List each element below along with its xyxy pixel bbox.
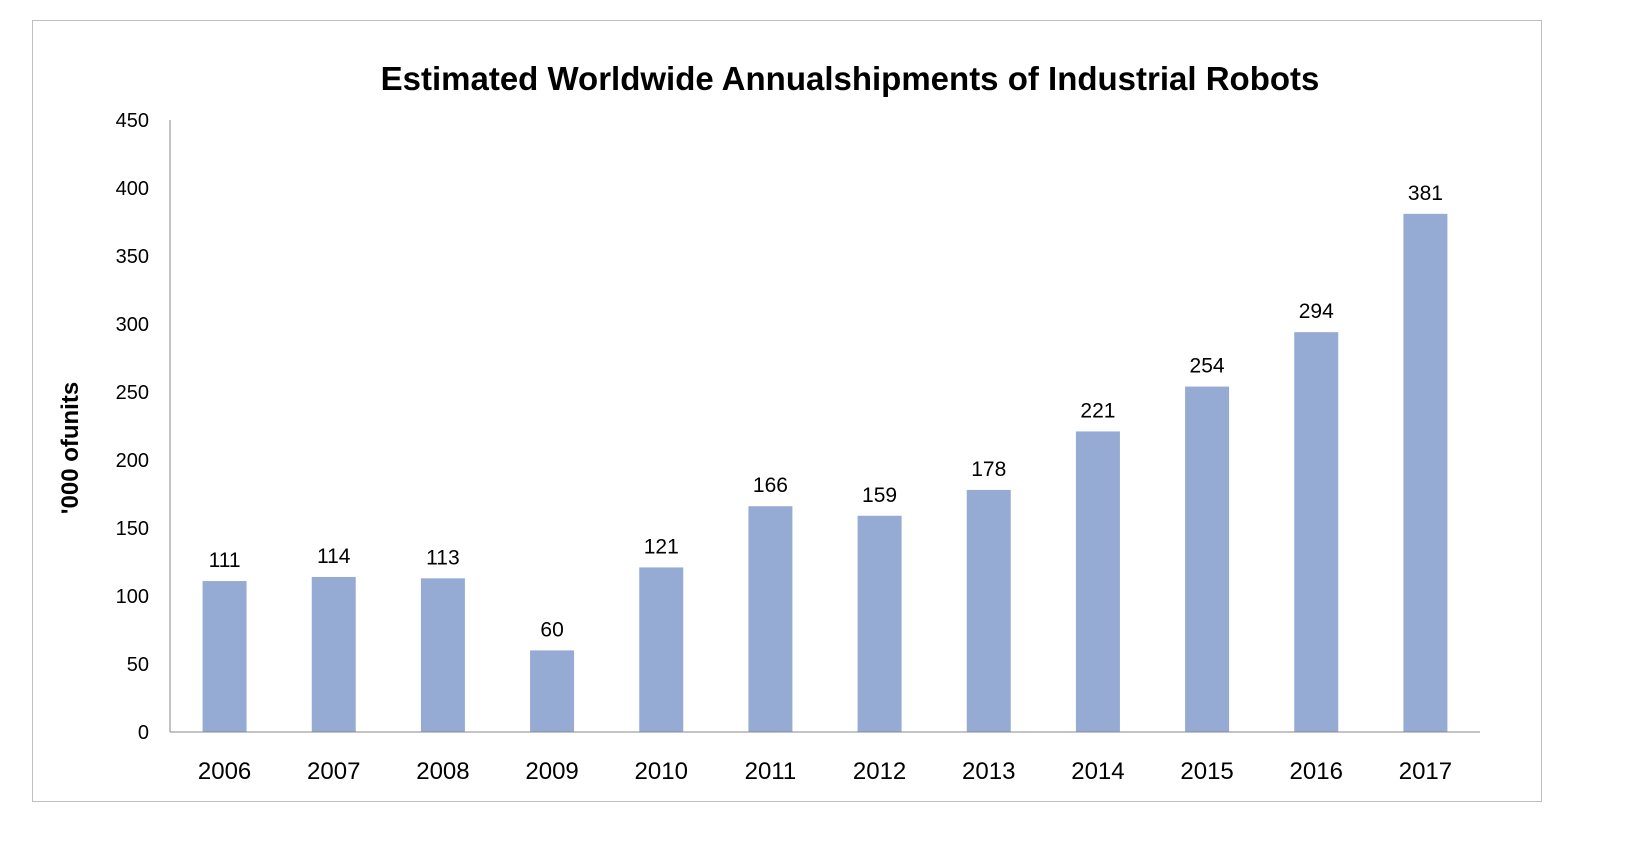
bar [1403, 213, 1448, 733]
bar [1075, 431, 1120, 732]
y-tick-label: 200 [116, 450, 149, 472]
x-tick-label: 2011 [745, 758, 797, 785]
bar [857, 515, 902, 732]
data-label: 111 [209, 549, 241, 572]
y-tick-label: 400 [116, 178, 149, 200]
data-label: 178 [971, 458, 1006, 481]
data-label: 221 [1080, 399, 1115, 422]
x-tick-label: 2015 [1180, 758, 1233, 785]
y-axis-label: '000 ofunits [57, 382, 84, 514]
y-tick-label: 300 [116, 314, 149, 336]
y-axis-ticks: 0 50 100 150 200 250 300 350 400 450 [116, 110, 149, 744]
y-tick-label: 150 [116, 518, 149, 540]
bar [748, 506, 793, 732]
x-tick-label: 2012 [853, 758, 906, 785]
x-tick-label: 2009 [525, 758, 578, 785]
bar [202, 581, 247, 732]
x-tick-label: 2014 [1071, 758, 1124, 785]
x-tick-label: 2010 [635, 758, 688, 785]
x-axis-ticks: 2006 2007 2008 2009 2010 2011 2012 2013 2014 2015… [198, 758, 1452, 785]
y-tick-label: 100 [116, 586, 149, 608]
data-label: 254 [1190, 355, 1225, 378]
bar [420, 578, 465, 732]
y-tick-label: 450 [116, 110, 149, 132]
y-tick-label: 350 [116, 246, 149, 268]
bar [966, 489, 1011, 732]
data-label: 113 [426, 546, 459, 569]
y-tick-label: 50 [127, 654, 149, 676]
x-tick-label: 2016 [1290, 758, 1343, 785]
data-label: 159 [862, 484, 897, 507]
bar [530, 650, 575, 732]
bar [1185, 386, 1230, 732]
y-tick-label: 0 [138, 722, 149, 744]
x-tick-label: 2006 [198, 758, 251, 785]
bars [202, 213, 1448, 733]
data-labels: 111 114 113 60 121 166 159 178 221 254 294 381 [209, 182, 1443, 642]
bar [639, 567, 684, 732]
data-label: 121 [644, 535, 679, 558]
data-label: 166 [753, 474, 788, 497]
data-label: 114 [317, 545, 351, 568]
y-tick-label: 250 [116, 382, 149, 404]
chart-title: Estimated Worldwide Annualshipments of I… [381, 60, 1320, 97]
data-label: 381 [1408, 182, 1443, 205]
bar [1294, 332, 1339, 732]
data-label: 294 [1299, 300, 1334, 323]
x-tick-label: 2007 [307, 758, 360, 785]
x-tick-label: 2008 [416, 758, 469, 785]
bar [311, 576, 356, 732]
x-tick-label: 2017 [1399, 758, 1452, 785]
data-label: 60 [540, 618, 563, 641]
x-tick-label: 2013 [962, 758, 1015, 785]
